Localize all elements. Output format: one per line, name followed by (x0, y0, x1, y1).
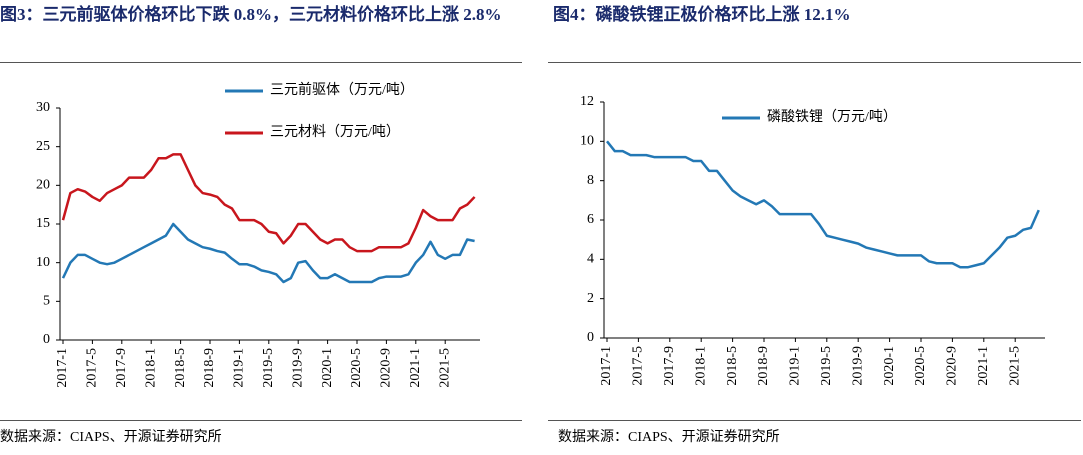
x-tick-label: 2019-9 (290, 348, 305, 388)
y-tick-label: 30 (36, 100, 50, 115)
y-tick-label: 2 (587, 291, 594, 306)
x-tick-label: 2020-5 (349, 348, 364, 388)
x-tick-label: 2020-1 (320, 348, 335, 388)
legend-label: 磷酸铁锂（万元/吨） (767, 109, 897, 125)
y-tick-label: 6 (587, 212, 594, 227)
x-tick-label: 2021-5 (437, 348, 452, 388)
source-rule (548, 420, 1081, 421)
x-tick-label: 2019-1 (232, 348, 247, 388)
x-tick-label: 2018-9 (756, 346, 771, 386)
x-tick-label: 2019-5 (261, 348, 276, 388)
series-line (61, 153, 476, 253)
y-tick-label: 0 (587, 330, 594, 345)
x-tick-label: 2020-5 (913, 346, 928, 386)
series-line (61, 222, 475, 284)
x-tick-label: 2020-9 (945, 346, 960, 386)
x-tick-label: 2018-9 (202, 348, 217, 388)
title-rule (0, 62, 522, 63)
x-tick-label: 2021-5 (1007, 346, 1022, 386)
x-tick-label: 2020-1 (882, 346, 897, 386)
series-line (606, 140, 1040, 269)
x-tick-label: 2017-5 (85, 348, 100, 388)
chart-title: 图3：三元前驱体价格环比下跌 0.8%，三元材料价格环比上涨 2.8% (0, 5, 502, 24)
x-tick-label: 2019-1 (788, 346, 803, 386)
x-tick-label: 2019-9 (850, 346, 865, 386)
x-tick-label: 2019-5 (819, 346, 834, 386)
x-tick-label: 2021-1 (408, 348, 423, 388)
x-tick-label: 2020-9 (379, 348, 394, 388)
x-tick-label: 2018-1 (143, 348, 158, 388)
y-tick-label: 8 (587, 173, 594, 188)
x-tick-label: 2017-9 (662, 346, 677, 386)
source-note: 数据来源：CIAPS、开源证券研究所 (0, 430, 222, 445)
x-tick-label: 2017-1 (599, 346, 614, 386)
y-tick-label: 10 (36, 255, 50, 270)
y-tick-label: 25 (36, 139, 50, 154)
y-tick-label: 15 (36, 216, 50, 231)
source-rule (0, 420, 522, 421)
title-rule (548, 62, 1081, 63)
y-tick-label: 5 (43, 294, 50, 309)
y-tick-label: 12 (580, 94, 594, 109)
x-tick-label: 2017-9 (114, 348, 129, 388)
x-tick-label: 2017-5 (631, 346, 646, 386)
legend-label: 三元前驱体（万元/吨） (270, 81, 414, 98)
x-tick-label: 2018-1 (693, 346, 708, 386)
x-tick-label: 2018-5 (173, 348, 188, 388)
legend-label: 三元材料（万元/吨） (270, 124, 400, 140)
y-tick-label: 10 (580, 134, 594, 149)
y-tick-label: 20 (36, 178, 50, 193)
source-note: 数据来源：CIAPS、开源证券研究所 (558, 430, 780, 445)
y-tick-label: 0 (43, 332, 50, 347)
x-tick-label: 2021-1 (976, 346, 991, 386)
y-tick-label: 4 (587, 252, 594, 267)
chart-title: 图4：磷酸铁锂正极价格环比上涨 12.1% (553, 5, 851, 24)
x-tick-label: 2017-1 (55, 348, 70, 388)
x-tick-label: 2018-5 (725, 346, 740, 386)
